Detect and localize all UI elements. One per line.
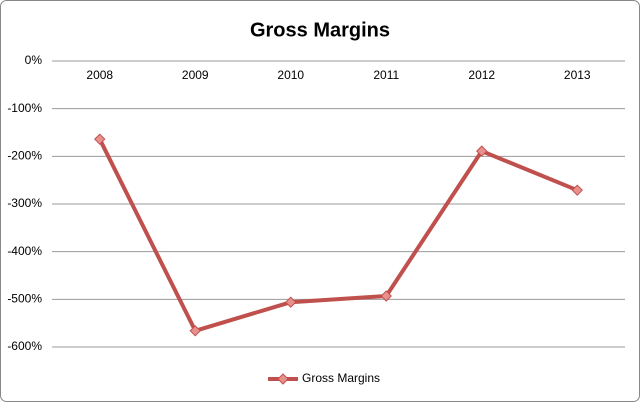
- data-point: [476, 145, 488, 157]
- y-tick-label: 0%: [25, 53, 43, 67]
- y-tick-label: -400%: [7, 244, 42, 258]
- data-point: [189, 325, 201, 337]
- data-point: [285, 296, 297, 308]
- chart-title: Gross Margins: [250, 19, 390, 41]
- x-tick-label: 2010: [277, 68, 304, 82]
- y-tick-label: -500%: [7, 292, 42, 306]
- data-line: [97, 138, 579, 333]
- x-tick-label: 2012: [468, 68, 495, 82]
- data-point: [380, 290, 392, 302]
- y-tick-label: -300%: [7, 196, 42, 210]
- data-point: [94, 133, 106, 145]
- y-tick-label: -600%: [7, 339, 42, 353]
- x-tick-label: 2011: [373, 68, 399, 82]
- y-tick-label: -100%: [7, 101, 42, 115]
- legend-marker: [277, 373, 289, 385]
- y-tick-label: -200%: [7, 149, 42, 163]
- legend-label: Gross Margins: [302, 371, 380, 385]
- x-tick-label: 2009: [182, 68, 209, 82]
- x-tick-label: 2008: [86, 68, 113, 82]
- x-tick-label: 2013: [564, 68, 591, 82]
- data-point: [571, 184, 583, 196]
